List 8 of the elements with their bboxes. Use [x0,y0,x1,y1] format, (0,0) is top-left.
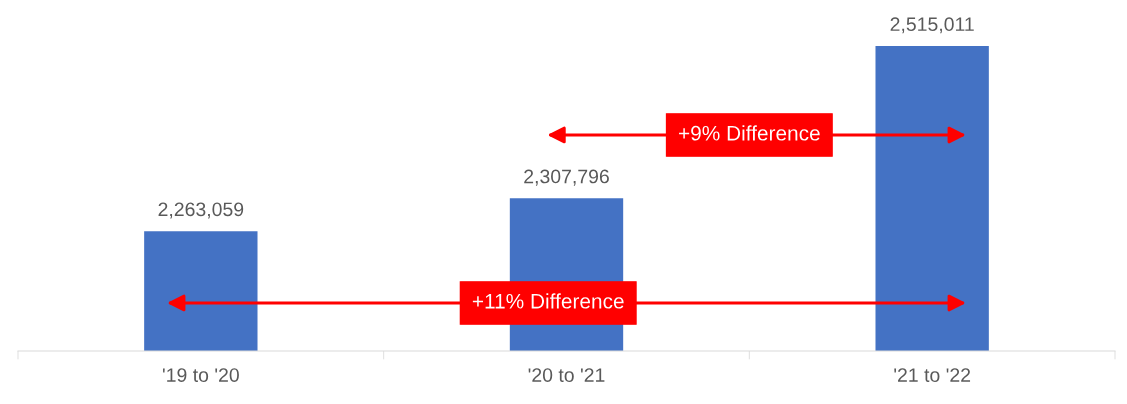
annotation: +9% Difference [679,125,820,141]
data-label: 2,515,011 [890,17,974,34]
x-tick-label: '19 to '20 [162,368,239,382]
data-label: 2,263,059 [158,202,244,219]
x-tick-label: '20 to '21 [528,368,605,382]
annotation: +11% Difference [472,293,624,309]
data-label: 2,307,796 [524,169,609,186]
x-tick-label: '21 to '22 [894,368,971,382]
